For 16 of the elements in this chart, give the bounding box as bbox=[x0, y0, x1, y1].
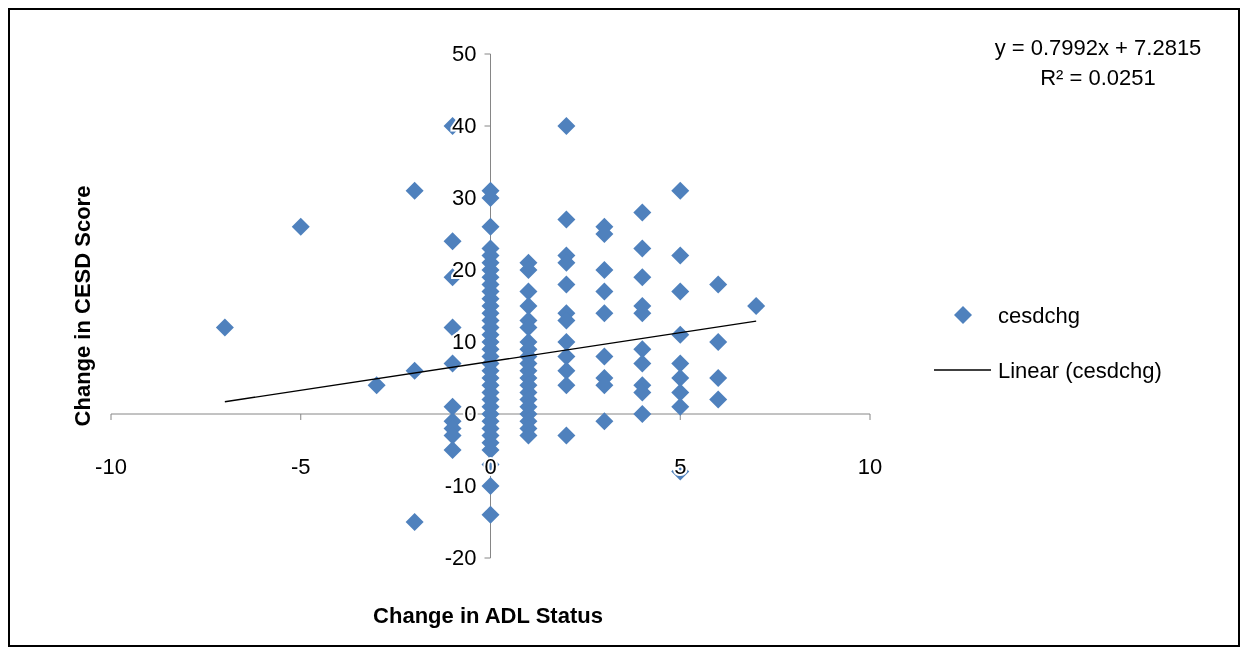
y-tick-label: 30 bbox=[452, 185, 477, 210]
y-tick-label: -20 bbox=[444, 545, 477, 570]
x-tick-label: 10 bbox=[857, 454, 883, 479]
text: y = 0.7992x + 7.2815 bbox=[994, 35, 1202, 60]
y-axis-title: Change in CESD Score bbox=[70, 185, 95, 427]
text: R² = 0.0251 bbox=[1040, 65, 1156, 90]
x-tick-label: -5 bbox=[290, 454, 311, 479]
y-tick-label: 20 bbox=[452, 257, 477, 282]
x-axis-title: Change in ADL Status bbox=[373, 603, 603, 628]
y-tick-label: 0 bbox=[464, 401, 477, 426]
y-tick-label: -10 bbox=[444, 473, 477, 498]
x-tick-label: -10 bbox=[95, 454, 127, 479]
y-tick-label: 50 bbox=[452, 41, 477, 66]
legend-label: cesdchg bbox=[998, 303, 1080, 328]
legend-label: Linear (cesdchg) bbox=[998, 358, 1162, 383]
y-tick-label: 10 bbox=[452, 329, 477, 354]
